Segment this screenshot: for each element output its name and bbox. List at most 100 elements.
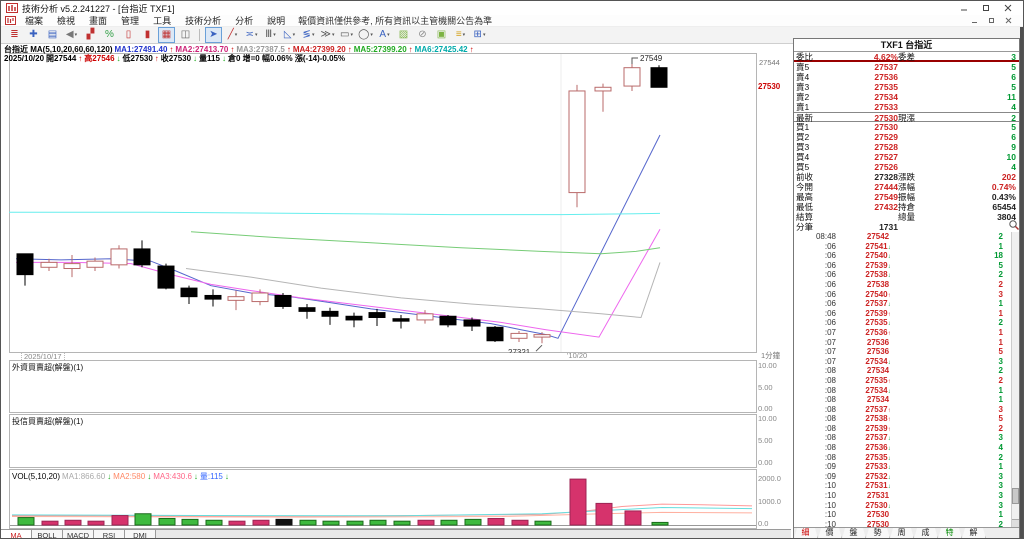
dropdown-caret-icon[interactable]: ▾ bbox=[387, 32, 390, 38]
quote-tab-4[interactable]: 勢 bbox=[866, 528, 890, 539]
volume-panel[interactable]: VOL(5,10,20) MA1:866.60 ↓ MA2:580 ↓ MA3:430.6… bbox=[9, 469, 757, 529]
child-close-icon[interactable] bbox=[1001, 16, 1015, 26]
tick-row[interactable]: :08 27537↓ 3 bbox=[794, 433, 1012, 443]
tick-row[interactable]: :08 27535↑ 2 bbox=[794, 376, 1012, 386]
compare-chart-button[interactable]: ◫ bbox=[177, 27, 194, 43]
tick-row[interactable]: :07 27536↑ 1 bbox=[794, 328, 1012, 338]
tick-row[interactable]: :08 27534 2 bbox=[794, 366, 1012, 376]
quote-tab-1[interactable]: 細 bbox=[794, 528, 818, 539]
scrollbar-down-icon[interactable] bbox=[1012, 519, 1019, 528]
brush-button[interactable]: ▨ bbox=[395, 27, 412, 43]
tick-row[interactable]: :10 27530↓ 3 bbox=[794, 501, 1012, 511]
scrollbar-thumb[interactable] bbox=[1012, 488, 1019, 504]
dropdown-caret-icon[interactable]: ▾ bbox=[462, 32, 466, 38]
tick-list[interactable]: 08:48 27542 2:06 27541↓ 1:06 27540↓ 18:06 27539… bbox=[794, 232, 1012, 528]
tick-row[interactable]: :06 27541↓ 1 bbox=[794, 242, 1012, 252]
save-button[interactable]: ⊞ ▾ bbox=[471, 27, 488, 43]
menu-item-4[interactable]: 管理 bbox=[121, 16, 140, 26]
kline-red-green-button[interactable]: ▞ bbox=[82, 27, 99, 43]
tick-row[interactable]: :10 27531 3 bbox=[794, 491, 1012, 501]
draw-cursor-button[interactable]: ➤ bbox=[205, 27, 222, 43]
dropdown-caret-icon[interactable]: ▾ bbox=[234, 32, 238, 38]
vertical-lines-button[interactable]: Ⅲ ▾ bbox=[262, 27, 279, 43]
child-minimize-icon[interactable] bbox=[967, 16, 981, 26]
add-chart-button[interactable]: ✚ bbox=[25, 27, 42, 43]
trendline-button[interactable]: ╱ ▾ bbox=[224, 27, 241, 43]
indicator-lines-button[interactable]: ≡ ▾ bbox=[452, 27, 469, 43]
tick-row[interactable]: :08 27539↑ 2 bbox=[794, 424, 1012, 434]
quote-tab-2[interactable]: 價 bbox=[818, 528, 842, 539]
candle-solid-button[interactable]: ▮ bbox=[139, 27, 156, 43]
gann-fan-button[interactable]: ◺ ▾ bbox=[281, 27, 298, 43]
quote-tab-7[interactable]: 特 bbox=[938, 528, 962, 539]
tick-scrollbar[interactable] bbox=[1011, 232, 1019, 528]
volume-bars-chart[interactable] bbox=[10, 470, 756, 528]
dropdown-caret-icon[interactable]: ▾ bbox=[482, 32, 486, 38]
quote-tab-8[interactable]: 解 bbox=[962, 528, 986, 539]
tick-row[interactable]: :10 27530 2 bbox=[794, 520, 1012, 528]
tick-row[interactable]: :08 27534↓ 1 bbox=[794, 386, 1012, 396]
menu-item-8[interactable]: 說明 bbox=[267, 16, 286, 26]
menu-item-3[interactable]: 畫面 bbox=[89, 16, 108, 26]
close-icon[interactable] bbox=[998, 2, 1018, 14]
tick-row[interactable]: 08:48 27542 2 bbox=[794, 232, 1012, 242]
arrow-marker-button[interactable]: ≫ ▾ bbox=[319, 27, 336, 43]
indicator-tab-ma[interactable]: MA bbox=[1, 530, 32, 538]
child-restore-icon[interactable] bbox=[984, 16, 998, 26]
dropdown-caret-icon[interactable]: ▾ bbox=[74, 32, 78, 38]
percent-button[interactable]: % bbox=[101, 27, 118, 43]
indicator-tab-macd[interactable]: MACD bbox=[63, 530, 94, 538]
fibonacci-button[interactable]: ≶ ▾ bbox=[300, 27, 317, 43]
tick-row[interactable]: :08 27538↑ 5 bbox=[794, 414, 1012, 424]
indicator-tab-rsi[interactable]: RSI bbox=[94, 530, 125, 538]
dropdown-caret-icon[interactable]: ▾ bbox=[331, 32, 335, 38]
quote-tab-6[interactable]: 成 bbox=[914, 528, 938, 539]
tick-row[interactable]: :10 27530 1 bbox=[794, 510, 1012, 520]
tick-row[interactable]: :06 27538↓ 2 bbox=[794, 270, 1012, 280]
tick-row[interactable]: :07 27536 5 bbox=[794, 347, 1012, 357]
menu-item-2[interactable]: 檢視 bbox=[57, 16, 76, 26]
tick-row[interactable]: :06 27539↓ 5 bbox=[794, 261, 1012, 271]
foreign-netbuy-panel[interactable]: 外資買賣超(解盤)(1) bbox=[9, 360, 757, 413]
restore-icon[interactable] bbox=[976, 2, 996, 14]
quote-board-button[interactable]: ≣ bbox=[6, 27, 23, 43]
tick-row[interactable]: :08 27534 1 bbox=[794, 395, 1012, 405]
quote-tab-5[interactable]: 周 bbox=[890, 528, 914, 539]
tick-zoom-icon[interactable] bbox=[1008, 219, 1020, 231]
ellipse-tool-button[interactable]: ◯ ▾ bbox=[357, 27, 374, 43]
dropdown-caret-icon[interactable]: ▾ bbox=[254, 32, 258, 38]
tick-row[interactable]: :06 27540↑ 3 bbox=[794, 290, 1012, 300]
text-tool-button[interactable]: A ▾ bbox=[376, 27, 393, 43]
menu-item-5[interactable]: 工具 bbox=[153, 16, 172, 26]
tick-row[interactable]: :08 27537↑ 3 bbox=[794, 405, 1012, 415]
tick-row[interactable]: :06 27535↓ 2 bbox=[794, 318, 1012, 328]
indicator-tab-dmi[interactable]: DMI bbox=[125, 530, 156, 538]
tick-row[interactable]: :08 27535↓ 2 bbox=[794, 453, 1012, 463]
tick-row[interactable]: :06 27538 2 bbox=[794, 280, 1012, 290]
trust-netbuy-panel[interactable]: 投信買賣超(解盤)(1) bbox=[9, 414, 757, 468]
alert-button[interactable]: ◀ ▾ bbox=[63, 27, 80, 43]
grid-chart-button[interactable]: ▦ bbox=[158, 27, 175, 43]
channel-button[interactable]: ≍ ▾ bbox=[243, 27, 260, 43]
page-layout-button[interactable]: ▤ bbox=[44, 27, 61, 43]
menu-item-1[interactable]: 檔案 bbox=[25, 16, 44, 26]
dropdown-caret-icon[interactable]: ▾ bbox=[273, 32, 276, 38]
tick-row[interactable]: :07 27536 1 bbox=[794, 338, 1012, 348]
candle-hollow-button[interactable]: ▯ bbox=[120, 27, 137, 43]
tick-row[interactable]: :06 27537↓ 1 bbox=[794, 299, 1012, 309]
rectangle-tool-button[interactable]: ▭ ▾ bbox=[338, 27, 355, 43]
tick-row[interactable]: :10 27531↓ 3 bbox=[794, 481, 1012, 491]
menu-item-6[interactable]: 技術分析 bbox=[185, 16, 222, 26]
tick-row[interactable]: :09 27533↓ 1 bbox=[794, 462, 1012, 472]
tick-row[interactable]: :06 27540↓ 18 bbox=[794, 251, 1012, 261]
dropdown-caret-icon[interactable]: ▾ bbox=[370, 32, 373, 38]
tick-row[interactable]: :07 27534↓ 3 bbox=[794, 357, 1012, 367]
quote-tab-3[interactable]: 盤 bbox=[842, 528, 866, 539]
dropdown-caret-icon[interactable]: ▾ bbox=[292, 32, 296, 38]
main-candlestick-chart[interactable]: 27549 27321 bbox=[9, 53, 757, 353]
dropdown-caret-icon[interactable]: ▾ bbox=[311, 32, 315, 38]
minimize-icon[interactable] bbox=[954, 2, 974, 14]
menu-item-7[interactable]: 分析 bbox=[235, 16, 254, 26]
tick-row[interactable]: :06 27539↑ 1 bbox=[794, 309, 1012, 319]
tick-row[interactable]: :09 27532↓ 3 bbox=[794, 472, 1012, 482]
